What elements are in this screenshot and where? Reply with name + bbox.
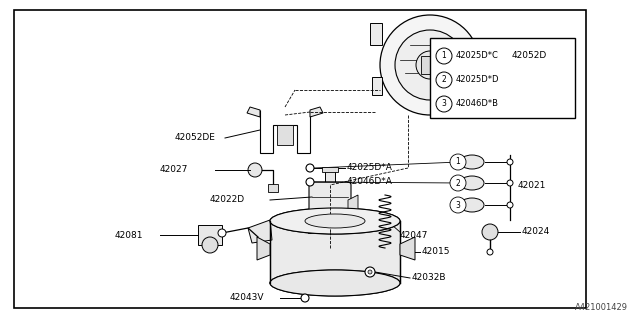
Ellipse shape bbox=[270, 270, 400, 296]
Bar bbox=[14, 10, 586, 308]
Polygon shape bbox=[257, 237, 270, 260]
Circle shape bbox=[368, 270, 372, 274]
Circle shape bbox=[436, 48, 452, 64]
Text: 42046D*B: 42046D*B bbox=[456, 100, 499, 108]
Circle shape bbox=[301, 294, 309, 302]
Bar bbox=[372, 77, 382, 95]
Circle shape bbox=[450, 175, 466, 191]
Text: 42015: 42015 bbox=[422, 247, 451, 257]
Circle shape bbox=[436, 72, 452, 88]
Bar bbox=[322, 167, 338, 172]
FancyBboxPatch shape bbox=[309, 182, 351, 226]
Bar bbox=[277, 125, 293, 145]
Circle shape bbox=[487, 249, 493, 255]
Ellipse shape bbox=[305, 214, 365, 228]
Bar bbox=[268, 184, 278, 192]
Bar bbox=[308, 223, 352, 233]
Text: 42025D*C: 42025D*C bbox=[456, 52, 499, 60]
Bar bbox=[270, 221, 400, 283]
Text: 2: 2 bbox=[456, 179, 460, 188]
Circle shape bbox=[507, 180, 513, 186]
Bar bbox=[325, 170, 335, 185]
Polygon shape bbox=[348, 195, 358, 210]
Circle shape bbox=[450, 154, 466, 170]
Circle shape bbox=[436, 96, 452, 112]
Circle shape bbox=[416, 51, 444, 79]
Ellipse shape bbox=[460, 198, 484, 212]
Polygon shape bbox=[247, 107, 260, 117]
Circle shape bbox=[306, 178, 314, 186]
Text: 42081: 42081 bbox=[115, 230, 143, 239]
Text: 42024: 42024 bbox=[522, 228, 550, 236]
Text: 42047: 42047 bbox=[400, 230, 428, 239]
Text: 1: 1 bbox=[456, 157, 460, 166]
Text: 42021: 42021 bbox=[518, 180, 547, 189]
Text: 42052D: 42052D bbox=[512, 51, 547, 60]
Text: 42032B: 42032B bbox=[412, 274, 447, 283]
Circle shape bbox=[218, 229, 226, 237]
Text: 1: 1 bbox=[442, 52, 446, 60]
Text: 42027: 42027 bbox=[160, 165, 188, 174]
Ellipse shape bbox=[270, 208, 400, 234]
Circle shape bbox=[306, 164, 314, 172]
Circle shape bbox=[365, 267, 375, 277]
Bar bbox=[198, 225, 222, 245]
Ellipse shape bbox=[270, 270, 400, 296]
Polygon shape bbox=[248, 220, 272, 243]
Text: 3: 3 bbox=[456, 201, 460, 210]
Circle shape bbox=[482, 224, 498, 240]
Bar bbox=[370, 23, 382, 45]
Circle shape bbox=[395, 30, 465, 100]
Ellipse shape bbox=[460, 176, 484, 190]
Bar bbox=[421, 56, 439, 74]
Ellipse shape bbox=[270, 208, 400, 234]
Circle shape bbox=[380, 15, 480, 115]
Text: 3: 3 bbox=[442, 100, 447, 108]
Text: 42025D*D: 42025D*D bbox=[456, 76, 499, 84]
Bar bbox=[430, 38, 575, 118]
Text: 2: 2 bbox=[442, 76, 446, 84]
Circle shape bbox=[507, 202, 513, 208]
Circle shape bbox=[248, 163, 262, 177]
Text: 42022D: 42022D bbox=[210, 196, 245, 204]
Polygon shape bbox=[310, 107, 323, 117]
Text: 42025D*A: 42025D*A bbox=[347, 164, 393, 172]
Text: 42052DE: 42052DE bbox=[175, 133, 216, 142]
Circle shape bbox=[507, 159, 513, 165]
Circle shape bbox=[202, 237, 218, 253]
Text: 42046D*A: 42046D*A bbox=[347, 178, 393, 187]
Circle shape bbox=[450, 197, 466, 213]
Text: 42043V: 42043V bbox=[230, 293, 264, 302]
Ellipse shape bbox=[460, 155, 484, 169]
Text: A421001429: A421001429 bbox=[575, 303, 628, 312]
Polygon shape bbox=[400, 237, 415, 260]
